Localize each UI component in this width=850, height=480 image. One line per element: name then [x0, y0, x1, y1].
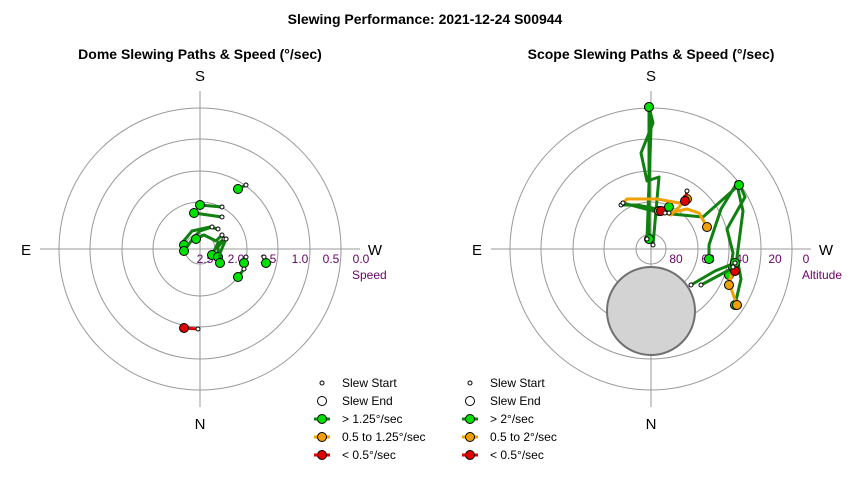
dome-radial-tick-label: 0.0: [353, 252, 370, 266]
dome-slew-end-marker: [191, 234, 201, 244]
dome-slew-paths: [179, 182, 271, 333]
scope-chart-subtitle: Scope Slewing Paths & Speed (°/sec): [528, 46, 775, 62]
dome-slew-end-marker: [195, 200, 205, 210]
dome-slew-end-marker: [233, 184, 243, 194]
scope-slew-path-13: [667, 207, 709, 229]
scope-compass-top: S: [646, 68, 656, 85]
scope-slew-path-1: [639, 105, 661, 247]
dome-polar-grid: [40, 91, 360, 407]
dome-compass-right: W: [368, 242, 383, 259]
dome-compass-bottom: N: [195, 416, 206, 433]
dome-slew-start-marker: [195, 326, 201, 332]
dome-slew-end-marker: [179, 246, 189, 256]
scope-radial-tick-label: 80: [669, 252, 683, 266]
scope-legend-fast-dot: [465, 414, 475, 424]
dome-slew-start-marker: [241, 266, 247, 272]
dome-radial-axis-label: Speed: [352, 268, 387, 282]
scope-zenith-disc: [606, 266, 696, 356]
scope-slew-end-marker: [724, 280, 734, 290]
scope-legend-start-symbol: [467, 380, 473, 386]
scope-slew-start-marker: [688, 282, 694, 288]
scope-slew-start-marker: [666, 210, 672, 216]
scope-slew-end-marker: [644, 102, 654, 112]
dome-chart-subtitle: Dome Slewing Paths & Speed (°/sec): [78, 46, 322, 62]
dome-slew-end-marker: [261, 258, 271, 268]
dome-slew-start-marker: [243, 182, 249, 188]
scope-legend-medium-dot: [465, 432, 475, 442]
scope-slew-path-3: [645, 105, 653, 241]
scope-slew-end-marker: [734, 180, 744, 190]
dome-slew-start-marker: [261, 254, 267, 260]
dome-legend-label-medium: 0.5 to 1.25°/sec: [342, 430, 426, 444]
scope-radial-axis-label: Altitude: [802, 268, 842, 282]
dome-slew-start-marker: [209, 224, 215, 230]
scope-slew-start-marker: [620, 200, 626, 206]
dome-legend-end-symbol: [317, 396, 327, 406]
scope-legend-label-end: Slew End: [490, 394, 541, 408]
dome-slew-end-marker: [233, 272, 243, 282]
scope-compass-left: E: [472, 242, 482, 259]
scope-slew-end-marker: [680, 196, 690, 206]
dome-slew-start-marker: [219, 214, 225, 220]
scope-compass-right: W: [819, 242, 834, 259]
scope-slew-start-marker: [662, 210, 668, 216]
scope-slew-start-marker: [684, 188, 690, 194]
scope-slew-start-marker: [732, 260, 738, 266]
scope-legend-slow-dot: [465, 450, 475, 460]
dome-slew-start-marker: [243, 254, 249, 260]
dome-slew-end-marker: [239, 258, 249, 268]
scope-slew-start-marker: [698, 282, 704, 288]
scope-legend-label-slow: < 0.5°/sec: [490, 448, 544, 462]
dome-legend-label-end: Slew End: [342, 394, 393, 408]
scope-legend-label-fast: > 2°/sec: [490, 412, 534, 426]
dome-legend-slow-dot: [317, 450, 327, 460]
dome-legend-fast-dot: [317, 414, 327, 424]
scope-compass-bottom: N: [646, 416, 657, 433]
scope-slew-end-marker: [732, 300, 742, 310]
dome-slew-end-marker: [215, 258, 225, 268]
scope-slew-path-8: [621, 183, 741, 219]
dome-slew-start-marker: [219, 232, 225, 238]
dome-slew-path-6: [182, 225, 214, 253]
dome-compass-top: S: [195, 68, 205, 85]
dome-radial-tick-label: 1.0: [292, 252, 309, 266]
dome-slew-end-marker: [179, 323, 189, 333]
dome-legend: Slew Start Slew End > 1.25°/sec 0.5 to 1.25…: [314, 376, 426, 462]
dome-legend-label-start: Slew Start: [342, 376, 397, 390]
scope-legend-label-start: Slew Start: [490, 376, 545, 390]
dome-radial-tick-label: 0.5: [323, 252, 340, 266]
scope-slew-paths: [618, 102, 747, 310]
scope-slew-end-marker: [702, 222, 712, 232]
scope-zenith-limit-circle: [606, 266, 696, 356]
scope-slew-end-marker: [704, 254, 714, 264]
scope-legend-end-symbol: [465, 396, 475, 406]
dome-legend-label-fast: > 1.25°/sec: [342, 412, 403, 426]
scope-radial-tick-label: 0: [803, 252, 810, 266]
scope-slew-start-marker: [644, 236, 650, 242]
dome-slew-end-marker: [189, 208, 199, 218]
dome-slew-start-marker: [223, 236, 229, 242]
dome-legend-start-symbol: [319, 380, 325, 386]
dome-legend-label-slow: < 0.5°/sec: [342, 448, 396, 462]
scope-legend-label-medium: 0.5 to 2°/sec: [490, 430, 557, 444]
scope-slew-start-marker: [650, 242, 656, 248]
scope-slew-path-10: [689, 261, 737, 287]
dome-compass-left: E: [21, 242, 31, 259]
dome-slew-start-marker: [215, 226, 221, 232]
scope-legend: Slew Start Slew End > 2°/sec 0.5 to 2°/sec <…: [462, 376, 557, 462]
dome-legend-medium-dot: [317, 432, 327, 442]
scope-slew-start-marker: [730, 264, 736, 270]
scope-radial-tick-label: 20: [768, 252, 782, 266]
dome-slew-start-marker: [219, 204, 225, 210]
figure-title: Slewing Performance: 2021-12-24 S00944: [288, 11, 563, 27]
scope-slew-path-6: [733, 183, 745, 307]
scope-slew-path-5: [707, 181, 739, 261]
